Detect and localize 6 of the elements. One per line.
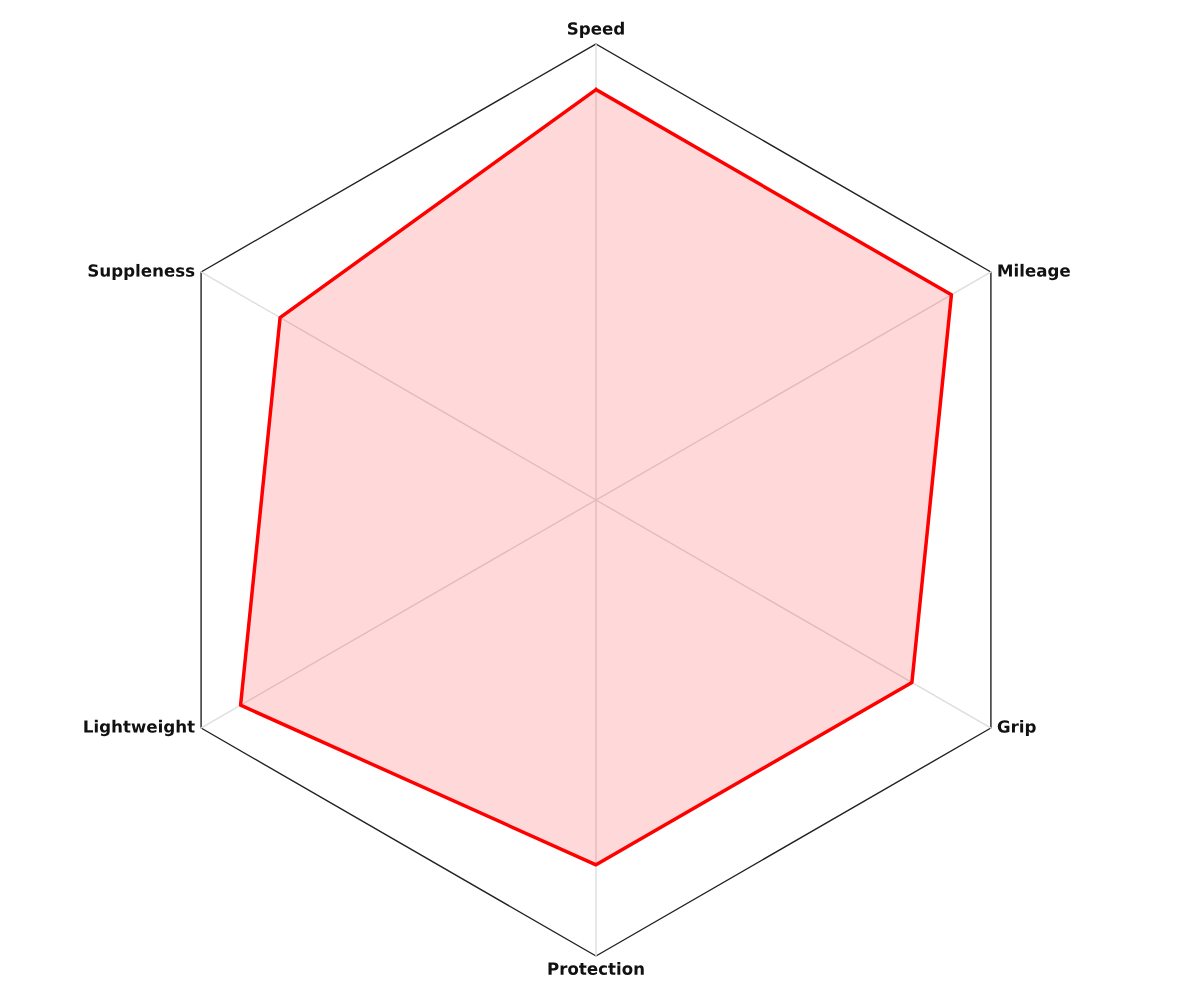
spoke-label: Mileage xyxy=(998,263,1070,281)
spoke-label: Protection xyxy=(548,962,644,975)
spoke-label: Lightweight xyxy=(84,719,195,737)
spoke-label: Speed xyxy=(567,21,624,38)
spoke-label: Suppleness xyxy=(88,263,195,281)
spoke-label: Grip xyxy=(997,719,1036,737)
